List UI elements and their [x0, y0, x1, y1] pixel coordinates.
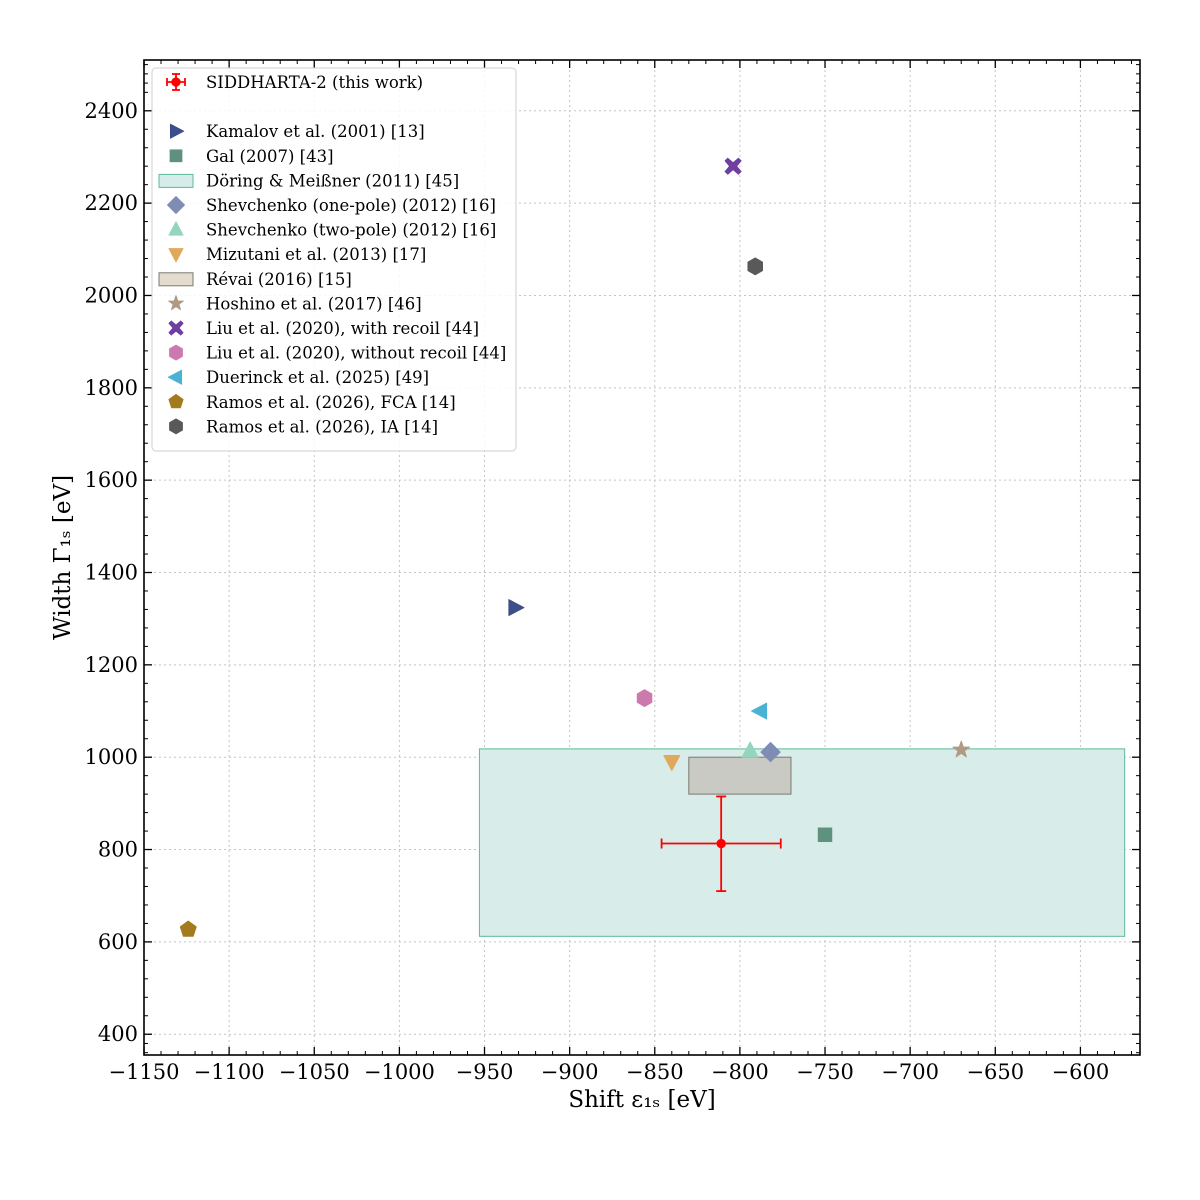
legend: SIDDHARTA-2 (this work) Kamalov et al. (2…	[151, 67, 517, 452]
legend-marker	[166, 195, 186, 215]
legend-label: Ramos et al. (2026), IA [14]	[206, 417, 438, 436]
legend-marker	[168, 320, 184, 336]
legend-marker	[168, 248, 184, 263]
point-ramos-et-al-2026-fca-14	[179, 920, 197, 937]
point-hoshino-et-al-2017-46	[952, 740, 971, 758]
point-shevchenko-two-pole-2012-16	[741, 741, 759, 758]
point-liu-et-al-2020-without-recoil-44	[636, 689, 653, 707]
y-tick-label: 400	[98, 1022, 138, 1046]
y-tick-label: 2200	[85, 191, 138, 215]
legend-entry: Shevchenko (one-pole) (2012) [16]	[166, 195, 496, 215]
point-shevchenko-one-pole-2012-16	[760, 741, 781, 763]
legend-label: Kamalov et al. (2001) [13]	[206, 122, 425, 141]
y-tick-label: 1800	[85, 376, 138, 400]
errorbar-siddharta-2-this-work	[660, 795, 782, 892]
plot-area	[179, 157, 1126, 937]
point-mizutani-et-al-2013-17	[663, 755, 681, 772]
y-axis-label: Width Γ₁ₛ [eV]	[50, 475, 76, 640]
legend-label: Gal (2007) [43]	[206, 147, 334, 166]
y-tick-label: 2000	[85, 283, 138, 307]
legend-marker	[168, 221, 184, 236]
x-tick-label: −1150	[108, 1060, 179, 1084]
legend-label: Liu et al. (2020), without recoil [44]	[206, 344, 506, 363]
x-tick-label: −800	[711, 1060, 769, 1084]
y-tick-label: 1400	[85, 561, 138, 585]
legend-label: Ramos et al. (2026), FCA [14]	[206, 393, 456, 412]
legend-box	[151, 67, 517, 452]
point-liu-et-al-2020-with-recoil-44	[724, 157, 742, 175]
legend-label: Döring & Meißner (2011) [45]	[206, 171, 459, 190]
legend-swatch	[158, 173, 194, 188]
legend-entry: Ramos et al. (2026), FCA [14]	[168, 393, 456, 412]
axes-frame	[143, 59, 1141, 1056]
legend-marker	[169, 123, 185, 139]
y-tick-label: 800	[98, 838, 138, 862]
x-tick-label: −600	[1052, 1060, 1110, 1084]
legend-entry: Duerinck et al. (2025) [49]	[167, 368, 429, 387]
legend-marker	[167, 369, 183, 385]
legend-entry: Gal (2007) [43]	[169, 147, 334, 166]
legend-entry: Ramos et al. (2026), IA [14]	[169, 417, 438, 436]
y-tick-label: 1200	[85, 653, 138, 677]
y-tick-label: 1000	[85, 745, 138, 769]
legend-entry: SIDDHARTA-2 (this work)	[166, 73, 423, 92]
legend-entry: Hoshino et al. (2017) [46]	[168, 294, 422, 313]
legend-entry: Döring & Meißner (2011) [45]	[158, 171, 459, 190]
point-duerinck-et-al-2025-49	[751, 702, 768, 720]
point-kamalov-et-al-2001-13	[508, 599, 525, 617]
legend-marker	[168, 393, 184, 409]
legend-entry: Mizutani et al. (2013) [17]	[168, 245, 426, 264]
y-tick-label: 600	[98, 930, 138, 954]
x-tick-label: −1050	[279, 1060, 350, 1084]
x-axis-label: Shift ε₁ₛ [eV]	[568, 1087, 715, 1113]
point-siddharta-2-this-work	[716, 838, 726, 849]
x-tick-label: −900	[541, 1060, 599, 1084]
x-tick-label: −1100	[194, 1060, 265, 1084]
y-tick-label: 1600	[85, 468, 138, 492]
legend-entry: Kamalov et al. (2001) [13]	[169, 122, 425, 141]
plot-frame	[143, 59, 1141, 1056]
legend-label: Révai (2016) [15]	[206, 270, 352, 289]
legend-label: Hoshino et al. (2017) [46]	[206, 294, 422, 313]
legend-label: SIDDHARTA-2 (this work)	[206, 73, 423, 92]
x-tick-label: −850	[626, 1060, 684, 1084]
legend-marker	[169, 344, 183, 361]
legend-label: Shevchenko (one-pole) (2012) [16]	[206, 196, 496, 215]
legend-entry: Liu et al. (2020), with recoil [44]	[168, 319, 479, 338]
legend-entry: Shevchenko (two-pole) (2012) [16]	[168, 221, 496, 240]
x-tick-label: −650	[966, 1060, 1024, 1084]
x-tick-label: −750	[796, 1060, 854, 1084]
legend-swatch	[158, 272, 194, 287]
legend-label: Mizutani et al. (2013) [17]	[206, 245, 426, 264]
point-ramos-et-al-2026-ia-14	[747, 257, 763, 276]
point-gal-2007-43	[817, 827, 833, 842]
axis-ticks: −1150 −1100 −1050 −1000 −950 −900 −850 −800 −750…	[85, 60, 1140, 1084]
x-tick-label: −1000	[364, 1060, 435, 1084]
band-r-vai-2016-15	[688, 756, 792, 795]
legend-marker	[168, 295, 184, 311]
legend-label: Liu et al. (2020), with recoil [44]	[206, 319, 479, 338]
legend-marker	[169, 418, 183, 435]
legend-entry: Révai (2016) [15]	[158, 270, 352, 289]
legend-marker	[169, 149, 183, 163]
legend-entry: Liu et al. (2020), without recoil [44]	[169, 344, 506, 363]
y-tick-label: 2400	[85, 99, 138, 123]
x-tick-label: −950	[456, 1060, 514, 1084]
legend-label: Duerinck et al. (2025) [49]	[206, 368, 429, 387]
x-tick-label: −700	[881, 1060, 939, 1084]
legend-label: Shevchenko (two-pole) (2012) [16]	[206, 221, 496, 240]
band-d-ring-mei-ner-2011-45	[478, 748, 1126, 937]
legend-marker	[171, 77, 181, 87]
